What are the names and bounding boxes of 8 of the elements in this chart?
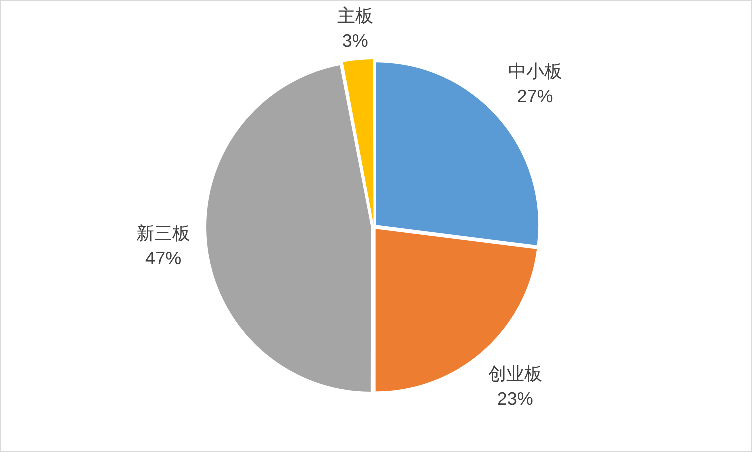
slice-label: 中小板: [508, 61, 562, 82]
data-label: 27%: [517, 86, 554, 106]
slice-label: 新三板: [136, 223, 191, 244]
data-label: 3%: [342, 31, 368, 51]
data-label: 47%: [146, 248, 182, 268]
data-label: 23%: [497, 388, 534, 409]
slice-label: 主板: [337, 6, 374, 26]
slice-label: 创业板: [488, 364, 542, 384]
